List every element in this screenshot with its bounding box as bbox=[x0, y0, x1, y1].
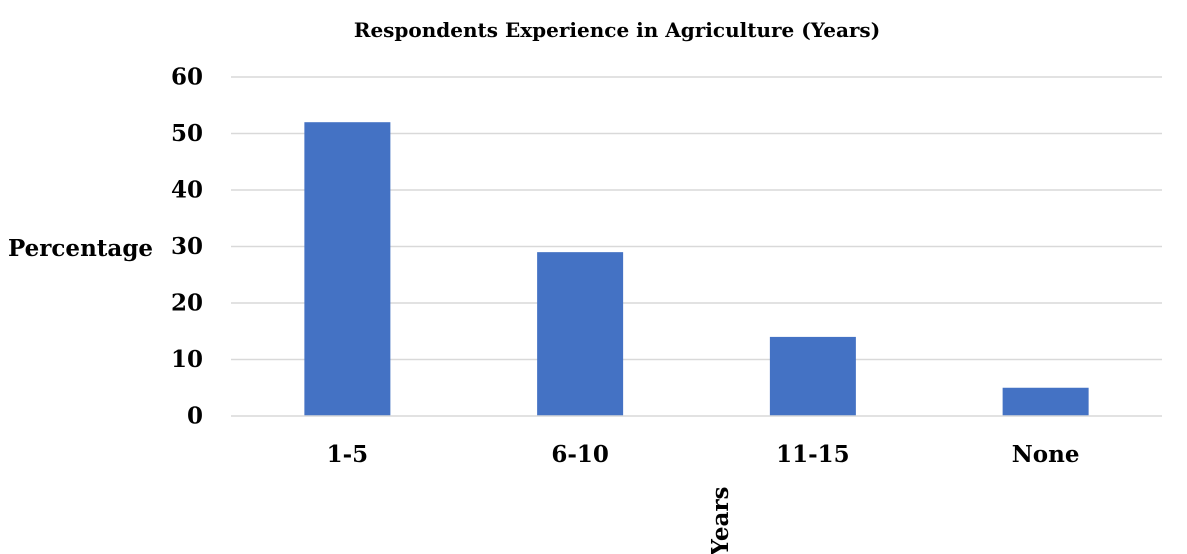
x-tick-label: 6-10 bbox=[551, 441, 609, 468]
x-tick-label: None bbox=[1012, 441, 1080, 468]
bar-11-15 bbox=[769, 336, 856, 416]
bars bbox=[304, 122, 1089, 416]
x-axis-ticks: 1-5 6-10 11-15 None bbox=[327, 441, 1080, 468]
y-tick-label: 40 bbox=[171, 177, 203, 204]
y-tick-label: 0 bbox=[187, 403, 203, 430]
y-axis-label: Percentage bbox=[8, 235, 153, 262]
y-axis-ticks: 0 10 20 30 40 50 60 bbox=[171, 64, 203, 430]
y-tick-label: 30 bbox=[171, 233, 203, 260]
x-tick-label: 11-15 bbox=[776, 441, 850, 468]
bar-1-5 bbox=[304, 122, 391, 416]
bar-none bbox=[1002, 387, 1089, 416]
y-tick-label: 60 bbox=[171, 64, 203, 91]
y-tick-label: 20 bbox=[171, 290, 203, 317]
x-axis-label: Years bbox=[707, 486, 734, 554]
y-tick-label: 50 bbox=[171, 120, 203, 147]
y-tick-label: 10 bbox=[171, 346, 203, 373]
bar-6-10 bbox=[537, 252, 624, 416]
chart-title: Respondents Experience in Agriculture (Y… bbox=[354, 18, 880, 42]
x-tick-label: 1-5 bbox=[327, 441, 369, 468]
